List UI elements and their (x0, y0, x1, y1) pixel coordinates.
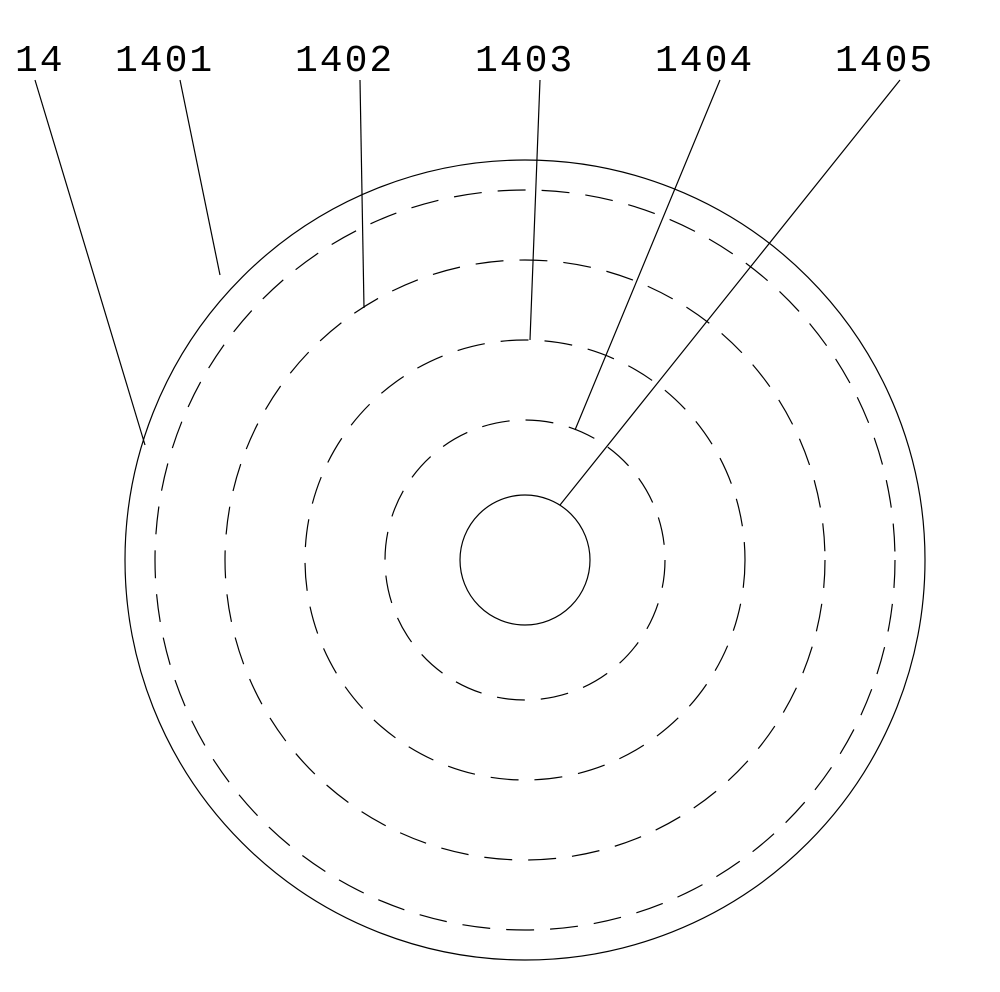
circle-ring-1404 (385, 420, 665, 700)
circle-ring-1403 (305, 340, 745, 780)
diagram-container: 14 1401 1402 1403 1404 1405 (0, 0, 1000, 988)
label-1401: 1401 (115, 40, 214, 83)
label-1405: 1405 (835, 40, 934, 83)
circle-ring-1402 (225, 260, 825, 860)
label-1402: 1402 (295, 40, 394, 83)
circle-ring-1401 (155, 190, 895, 930)
label-1403: 1403 (475, 40, 574, 83)
leader-line-1403 (530, 80, 540, 340)
concentric-circles-diagram (0, 0, 1000, 988)
circle-outer-solid (125, 160, 925, 960)
label-1404: 1404 (655, 40, 754, 83)
leader-line-1401 (180, 80, 220, 275)
label-14: 14 (15, 40, 65, 83)
leader-line-1405 (560, 80, 900, 505)
leader-line-14 (35, 80, 145, 445)
circle-ring-1405 (460, 495, 590, 625)
